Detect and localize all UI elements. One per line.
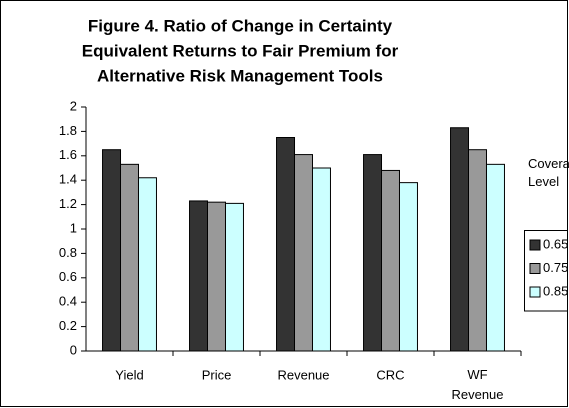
y-tick-label: 0.6 <box>59 269 77 284</box>
chart-title-line: Figure 4. Ratio of Change in Certainty <box>88 16 393 35</box>
x-tick-label: Revenue <box>277 367 329 382</box>
x-tick-label: CRC <box>376 367 404 382</box>
y-tick-label: 1.2 <box>59 196 77 211</box>
legend-swatch <box>529 286 541 298</box>
bar <box>468 149 487 352</box>
legend-swatch <box>529 239 541 251</box>
y-tick-label: 1.6 <box>59 147 77 162</box>
bar <box>398 182 418 352</box>
x-tick-label: Price <box>202 367 232 382</box>
bar <box>294 154 313 352</box>
x-tick-label: WF Revenue <box>451 367 503 402</box>
bar <box>189 200 209 352</box>
chart-title-line: Alternative Risk Management Tools <box>97 66 383 85</box>
bar <box>120 163 139 352</box>
y-tick-label: 1 <box>70 220 77 235</box>
bar <box>207 201 226 352</box>
y-tick-label: 2 <box>70 98 77 113</box>
bar <box>102 149 122 352</box>
y-tick-label: 0.2 <box>59 318 77 333</box>
legend-label: 0.65 <box>543 236 568 251</box>
y-tick-label: 0 <box>70 342 77 357</box>
bar <box>311 167 331 352</box>
x-tick-label: Yield <box>115 367 143 382</box>
chart-title-line: Equivalent Returns to Fair Premium for <box>82 41 399 60</box>
bar <box>137 177 157 352</box>
y-tick-label: 1.8 <box>59 123 77 138</box>
legend-label: 0.85 <box>543 283 568 298</box>
bar <box>224 202 244 352</box>
legend-swatch <box>529 263 541 274</box>
bar <box>381 169 400 352</box>
legend-label: 0.75 <box>543 260 568 275</box>
bar <box>450 127 470 352</box>
y-tick-label: 0.8 <box>59 245 77 260</box>
bar <box>485 163 505 352</box>
y-tick-label: 0.4 <box>59 294 77 309</box>
bar <box>363 154 383 352</box>
y-tick-label: 1.4 <box>59 172 77 187</box>
legend-title: CoverageLevel <box>528 156 569 189</box>
bar <box>276 137 296 352</box>
